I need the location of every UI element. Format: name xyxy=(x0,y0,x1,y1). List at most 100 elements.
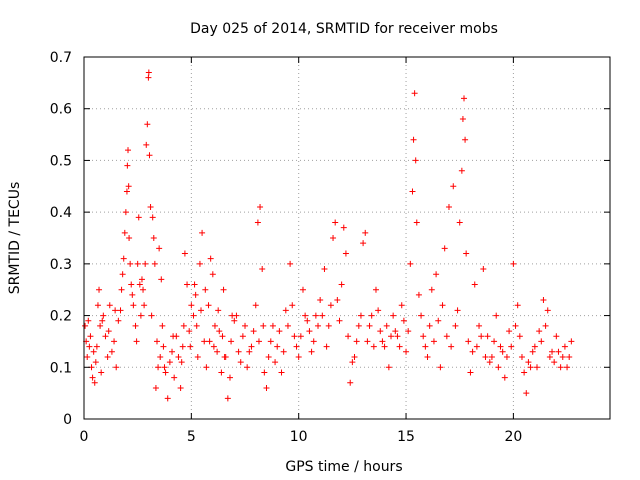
data-point xyxy=(291,333,297,339)
data-point xyxy=(138,313,144,319)
data-point xyxy=(214,349,220,355)
data-point xyxy=(117,307,123,313)
data-point xyxy=(133,323,139,329)
data-point xyxy=(386,364,392,370)
data-point xyxy=(309,349,315,355)
data-point xyxy=(134,338,140,344)
data-point xyxy=(128,282,134,288)
data-point xyxy=(107,302,113,308)
data-point xyxy=(202,287,208,293)
data-point xyxy=(517,333,523,339)
data-point xyxy=(379,338,385,344)
data-point xyxy=(311,338,317,344)
data-point xyxy=(345,333,351,339)
data-point xyxy=(294,344,300,350)
data-point xyxy=(448,344,454,350)
data-point xyxy=(528,364,534,370)
data-point xyxy=(358,313,364,319)
data-point xyxy=(181,323,187,329)
data-point xyxy=(169,349,175,355)
data-point xyxy=(184,282,190,288)
data-point xyxy=(478,333,484,339)
data-point xyxy=(225,395,231,401)
data-point xyxy=(397,344,403,350)
y-tick-label: 0 xyxy=(63,412,72,428)
data-point xyxy=(246,349,252,355)
data-point xyxy=(446,204,452,210)
data-point xyxy=(506,328,512,334)
data-point xyxy=(285,323,291,329)
data-point xyxy=(431,338,437,344)
data-point xyxy=(201,338,207,344)
data-point xyxy=(180,344,186,350)
data-point xyxy=(121,256,127,262)
data-point xyxy=(119,287,125,293)
data-point xyxy=(99,318,105,324)
data-point xyxy=(394,333,400,339)
data-point xyxy=(84,354,90,360)
data-point xyxy=(549,349,555,355)
data-point xyxy=(543,323,549,329)
data-point xyxy=(145,75,151,81)
data-point xyxy=(155,364,161,370)
data-point xyxy=(476,323,482,329)
data-point xyxy=(240,333,246,339)
data-point xyxy=(418,313,424,319)
data-point xyxy=(283,307,289,313)
data-point xyxy=(534,364,540,370)
data-point xyxy=(495,364,501,370)
data-point xyxy=(219,333,225,339)
data-point xyxy=(485,333,491,339)
data-point xyxy=(326,323,332,329)
data-point xyxy=(500,349,506,355)
data-point xyxy=(362,230,368,236)
x-tick-label: 5 xyxy=(187,429,196,445)
data-point xyxy=(392,328,398,334)
data-point xyxy=(409,188,415,194)
data-point xyxy=(87,333,93,339)
data-point xyxy=(317,297,323,303)
data-point xyxy=(266,354,272,360)
data-point xyxy=(124,163,130,169)
data-point xyxy=(336,318,342,324)
data-point xyxy=(568,338,574,344)
data-point xyxy=(455,307,461,313)
data-point xyxy=(521,369,527,375)
data-point xyxy=(175,354,181,360)
data-point xyxy=(140,287,146,293)
data-point xyxy=(413,157,419,163)
data-point xyxy=(109,349,115,355)
data-point xyxy=(414,219,420,225)
x-axis-label: GPS time / hours xyxy=(285,459,402,475)
data-point xyxy=(165,395,171,401)
y-axis-label: SRMTID / TECUs xyxy=(7,182,23,295)
data-point xyxy=(523,390,529,396)
y-tick-labels: 00.10.20.30.40.50.60.7 xyxy=(50,50,72,428)
data-point xyxy=(216,328,222,334)
data-point xyxy=(203,364,209,370)
data-point xyxy=(452,323,458,329)
data-point xyxy=(100,313,106,319)
data-point xyxy=(90,375,96,381)
x-tick-label: 10 xyxy=(290,429,308,445)
data-point xyxy=(489,354,495,360)
data-point xyxy=(412,90,418,96)
data-point xyxy=(259,266,265,272)
data-point xyxy=(371,344,377,350)
data-point xyxy=(407,261,413,267)
y-tick-label: 0.7 xyxy=(50,50,72,66)
data-point xyxy=(170,333,176,339)
data-point xyxy=(91,349,97,355)
data-point xyxy=(227,375,233,381)
data-point xyxy=(135,261,141,267)
data-point xyxy=(96,287,102,293)
data-point xyxy=(525,359,531,365)
data-point xyxy=(251,328,257,334)
data-point xyxy=(437,364,443,370)
data-point xyxy=(343,251,349,257)
data-point xyxy=(171,375,177,381)
data-point xyxy=(111,338,117,344)
data-point xyxy=(321,266,327,272)
data-point xyxy=(142,261,148,267)
data-point xyxy=(95,302,101,308)
